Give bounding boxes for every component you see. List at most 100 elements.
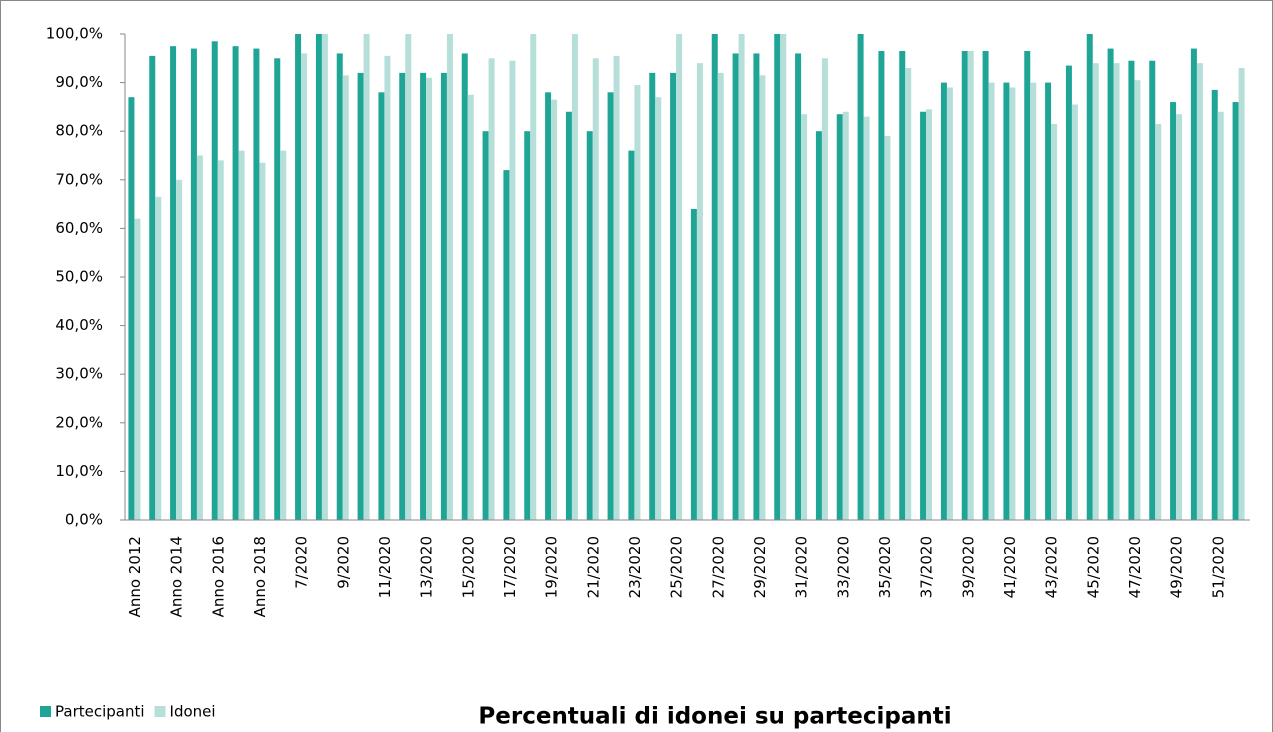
- bar: [280, 150, 287, 520]
- bar: [815, 131, 822, 520]
- y-tick-label: 30,0%: [55, 365, 103, 383]
- bar: [545, 92, 552, 520]
- bar: [321, 34, 328, 520]
- bar: [920, 111, 927, 520]
- bar: [592, 58, 599, 521]
- bar: [488, 58, 495, 521]
- bar: [607, 92, 614, 520]
- bar: [336, 53, 343, 520]
- bar: [655, 97, 662, 521]
- x-tick-label: 11/2020: [376, 536, 394, 598]
- x-tick-label: 51/2020: [1209, 536, 1227, 598]
- bar: [1196, 63, 1203, 520]
- x-tick-label: 49/2020: [1168, 536, 1186, 598]
- bar: [155, 196, 162, 520]
- y-tick-label: 10,0%: [55, 462, 103, 480]
- bar: [801, 114, 808, 520]
- bar: [946, 87, 953, 521]
- bar: [613, 55, 620, 521]
- bar: [571, 34, 578, 520]
- y-tick-label: 40,0%: [55, 316, 103, 334]
- bar: [482, 131, 489, 520]
- bar: [426, 77, 433, 521]
- bar: [1051, 123, 1058, 520]
- bar: [649, 72, 656, 520]
- x-tick-label: 23/2020: [626, 536, 644, 598]
- bar: [274, 58, 281, 521]
- bar: [363, 34, 370, 520]
- bar: [905, 68, 912, 521]
- x-tick-label: 15/2020: [459, 536, 477, 598]
- bar: [836, 114, 843, 520]
- bar: [774, 34, 781, 520]
- legend-swatch: [40, 706, 51, 717]
- bar: [676, 34, 683, 520]
- bar: [1134, 80, 1141, 521]
- bar: [1113, 63, 1120, 520]
- bar: [899, 51, 906, 520]
- bar: [982, 51, 989, 520]
- bar: [1238, 68, 1245, 521]
- bar: [170, 46, 177, 521]
- bar: [732, 53, 739, 520]
- x-tick-label: Anno 2016: [209, 536, 227, 617]
- bar: [1045, 82, 1052, 520]
- x-tick-label: 43/2020: [1043, 536, 1061, 598]
- y-tick-label: 70,0%: [55, 170, 103, 188]
- bar: [940, 82, 947, 520]
- x-tick-label: 45/2020: [1084, 536, 1102, 598]
- x-tick-label: Anno 2012: [126, 536, 144, 617]
- bar: [628, 150, 635, 520]
- bar: [253, 48, 260, 520]
- bar: [795, 53, 802, 520]
- bar: [1071, 104, 1078, 520]
- bar: [551, 99, 558, 521]
- bar: [1128, 60, 1135, 520]
- x-tick-label: 39/2020: [959, 536, 977, 598]
- x-tick-label: 19/2020: [543, 536, 561, 598]
- legend-label: Partecipanti: [55, 703, 145, 721]
- y-tick-label: 60,0%: [55, 219, 103, 237]
- bar: [717, 72, 724, 520]
- y-tick-label: 50,0%: [55, 268, 103, 286]
- y-tick-label: 100,0%: [46, 25, 103, 43]
- bar: [1086, 34, 1093, 520]
- bar: [863, 116, 870, 521]
- bar: [759, 75, 766, 520]
- bar: [780, 34, 787, 520]
- bar: [1009, 87, 1016, 521]
- bar: [634, 85, 641, 520]
- x-tick-label: 9/2020: [334, 536, 352, 589]
- x-tick-label: 25/2020: [668, 536, 686, 598]
- bar: [1107, 48, 1114, 520]
- bar: [440, 72, 447, 520]
- x-tick-label: 29/2020: [751, 536, 769, 598]
- bar: [1065, 65, 1072, 520]
- x-tick-label: 13/2020: [418, 536, 436, 598]
- x-tick-label: 7/2020: [293, 536, 311, 589]
- bar: [232, 46, 239, 521]
- bar: [753, 53, 760, 520]
- bar: [821, 58, 828, 521]
- bar: [301, 53, 308, 520]
- bar: [238, 150, 245, 520]
- bar: [357, 72, 364, 520]
- x-tick-label: 37/2020: [918, 536, 936, 598]
- y-tick-label: 90,0%: [55, 73, 103, 91]
- bar: [149, 55, 156, 521]
- bar: [1030, 82, 1037, 520]
- bar: [1092, 63, 1099, 520]
- bar: [503, 170, 510, 520]
- bar: [1149, 60, 1156, 520]
- bar: [295, 34, 302, 520]
- bar: [1155, 123, 1162, 520]
- bar: [988, 82, 995, 520]
- bar: [967, 51, 974, 520]
- bar: [1024, 51, 1031, 520]
- bar: [1003, 82, 1010, 520]
- x-tick-label: 27/2020: [709, 536, 727, 598]
- bar: [842, 111, 849, 520]
- x-tick-label: 47/2020: [1126, 536, 1144, 598]
- bar: [565, 111, 572, 520]
